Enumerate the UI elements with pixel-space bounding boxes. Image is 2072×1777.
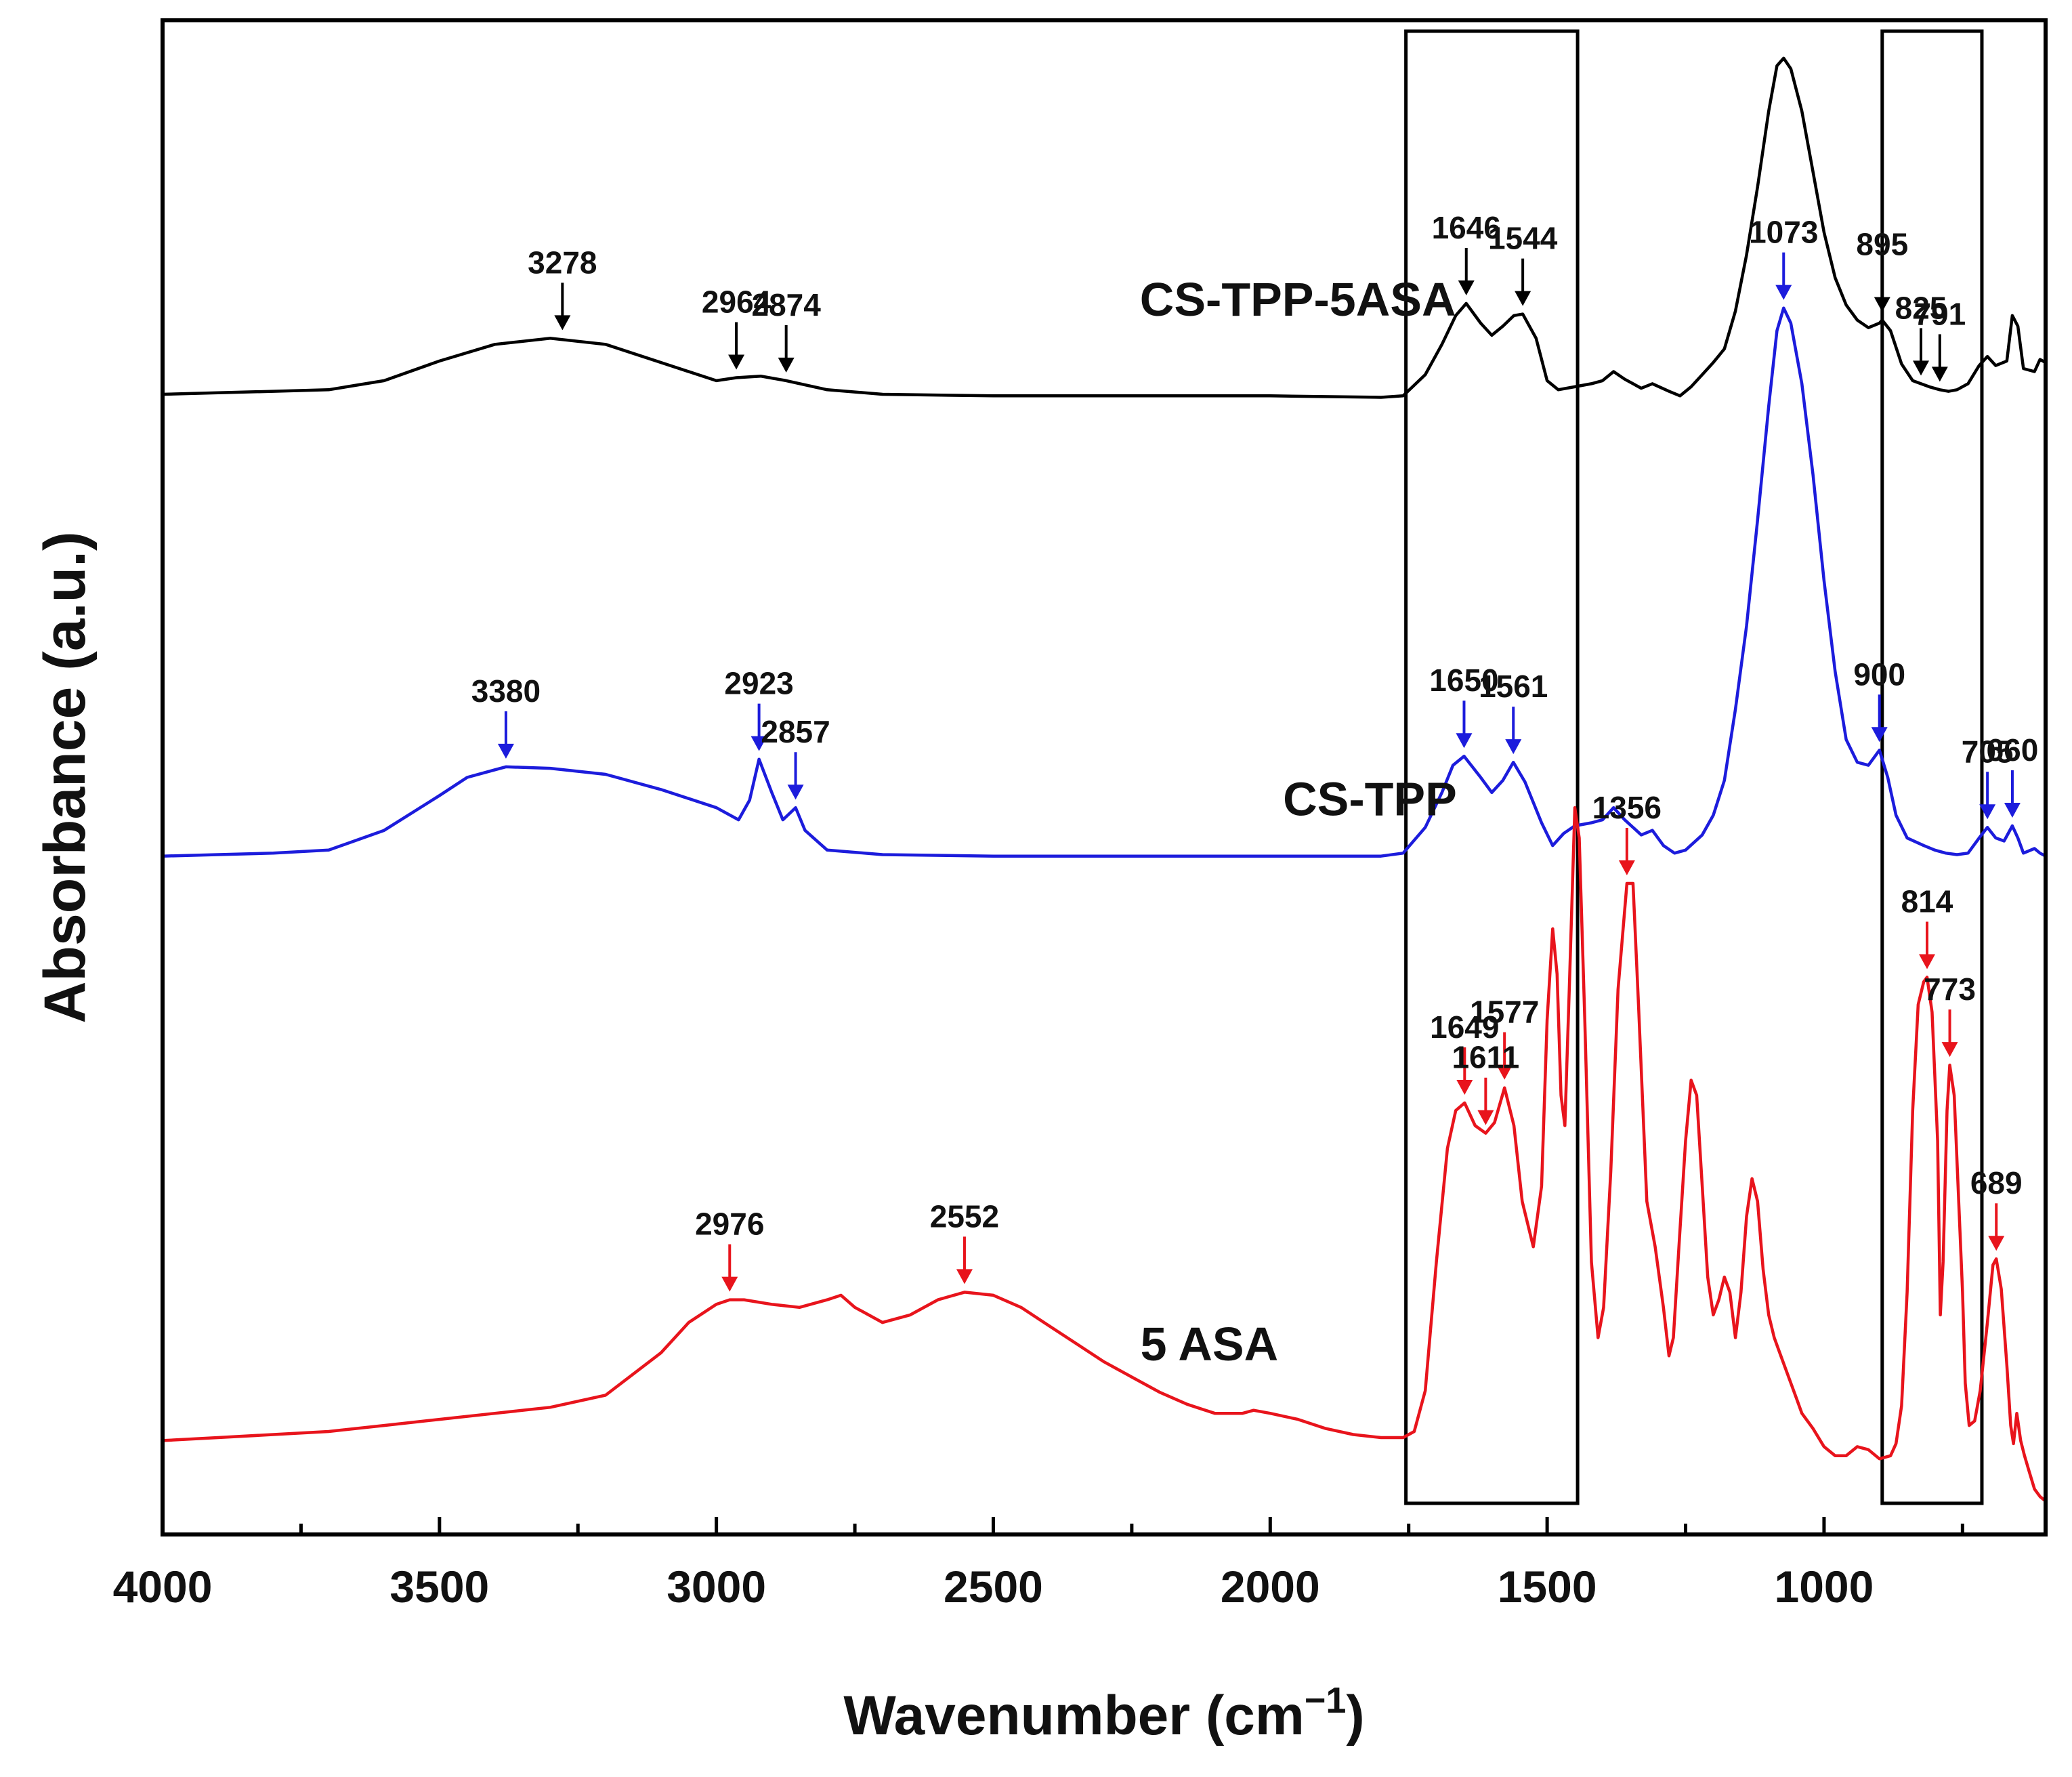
x-axis-title: Wavenumber (cm−1) [843,1680,1364,1747]
peak-label: 1646 [1432,210,1501,245]
spectra [162,56,2047,1503]
peak-label: 2874 [751,287,821,322]
peak-label: 895 [1856,227,1908,262]
x-tick-label: 1000 [1775,1562,1874,1612]
peak-label: 705 [1962,734,2014,769]
peak-arrow-head [1477,1110,1494,1125]
series-label: CS-TPP-5ASA [1140,273,1456,326]
highlight-regions [1404,29,1984,1505]
peak-arrow-head [787,785,804,800]
series-label: 5 ASA [1141,1318,1279,1371]
peak-label: 689 [1970,1165,2023,1200]
peak-arrow-head [728,354,745,370]
peak-arrow-head [1515,291,1531,306]
peak-label: 773 [1924,971,1976,1007]
peak-arrow-head [1505,739,1522,755]
cs-tpp-spectrum [162,306,2047,858]
x-tick-label: 3000 [667,1562,766,1612]
peak-arrow-head [1988,1236,2005,1251]
x-tick-label: 2000 [1221,1562,1320,1612]
peak-label: 1577 [1470,995,1539,1030]
peak-label: 1356 [1592,790,1662,825]
peak-arrow-head [721,1276,738,1292]
peak-label: 2923 [724,666,793,701]
peak-label: 1544 [1488,221,1558,256]
peak-arrow-head [956,1269,973,1284]
peak-arrow-head [1919,954,1936,969]
peak-label: 3380 [471,673,541,709]
x-axis-title-main: Wavenumber (cm [843,1685,1304,1747]
peak-arrow-head [1931,367,1948,382]
highlight-box-2 [1880,29,1984,1505]
peak-label: 660 [1987,732,2039,768]
cs-tpp-5asa-spectrum [162,56,2047,399]
peak-label: 2552 [930,1198,999,1234]
highlight-box-1 [1404,29,1580,1505]
peak-arrow-head [1874,297,1890,312]
x-tick-label: 3500 [389,1562,489,1612]
peak-label: 1073 [1749,215,1818,250]
peak-label: 1650 [1429,663,1498,698]
plot-frame [161,18,2048,1536]
x-tick-label: 2500 [944,1562,1043,1612]
peak-label: 2964 [702,284,771,319]
peak-label: 3278 [528,245,597,280]
peak-arrow-head [1775,285,1792,300]
peak-label: 1561 [1479,669,1548,704]
peak-arrow-head [750,736,767,751]
peak-arrow-head [2004,803,2021,818]
peak-label: 814 [1901,884,1953,919]
peak-arrows [497,247,2021,1292]
peak-arrow-head [1979,804,1996,820]
peak-arrow-head [1496,1064,1513,1080]
y-axis-title: Absorbance (a.u.) [33,531,98,1023]
peak-label: 2857 [761,714,830,749]
x-axis-title-superscript: −1 [1305,1680,1347,1721]
x-axis-title-end: ) [1346,1685,1364,1747]
x-tick-label: 1500 [1498,1562,1597,1612]
series-labels: CS-TPP-5ASA CS-TPP 5 ASA [1140,273,1457,1371]
peak-arrow-head [1913,360,1930,376]
peak-label: 900 [1853,656,1905,692]
x-tick-label: 4000 [113,1562,213,1612]
peak-arrow-head [1941,1042,1958,1058]
series-label: CS-TPP [1283,772,1457,825]
peak-label: 825 [1895,290,1947,325]
peak-label: 2976 [695,1207,764,1242]
peak-arrow-head [497,743,514,759]
peak-arrow-head [778,357,795,373]
5-asa-spectrum [162,806,2047,1503]
peak-label: 1611 [1452,1040,1519,1075]
peak-arrow-head [1618,860,1635,875]
peak-arrow-head [1456,733,1473,749]
peak-arrow-head [554,315,571,331]
peak-label: 1649 [1430,1009,1499,1045]
peak-arrow-head [1458,280,1475,295]
peak-arrow-head [1871,727,1888,743]
peak-label: 791 [1914,296,1966,331]
x-axis-ticks: 4000 3500 3000 2500 2000 1500 1000 [113,1517,1964,1612]
peak-arrow-head [1456,1080,1473,1095]
